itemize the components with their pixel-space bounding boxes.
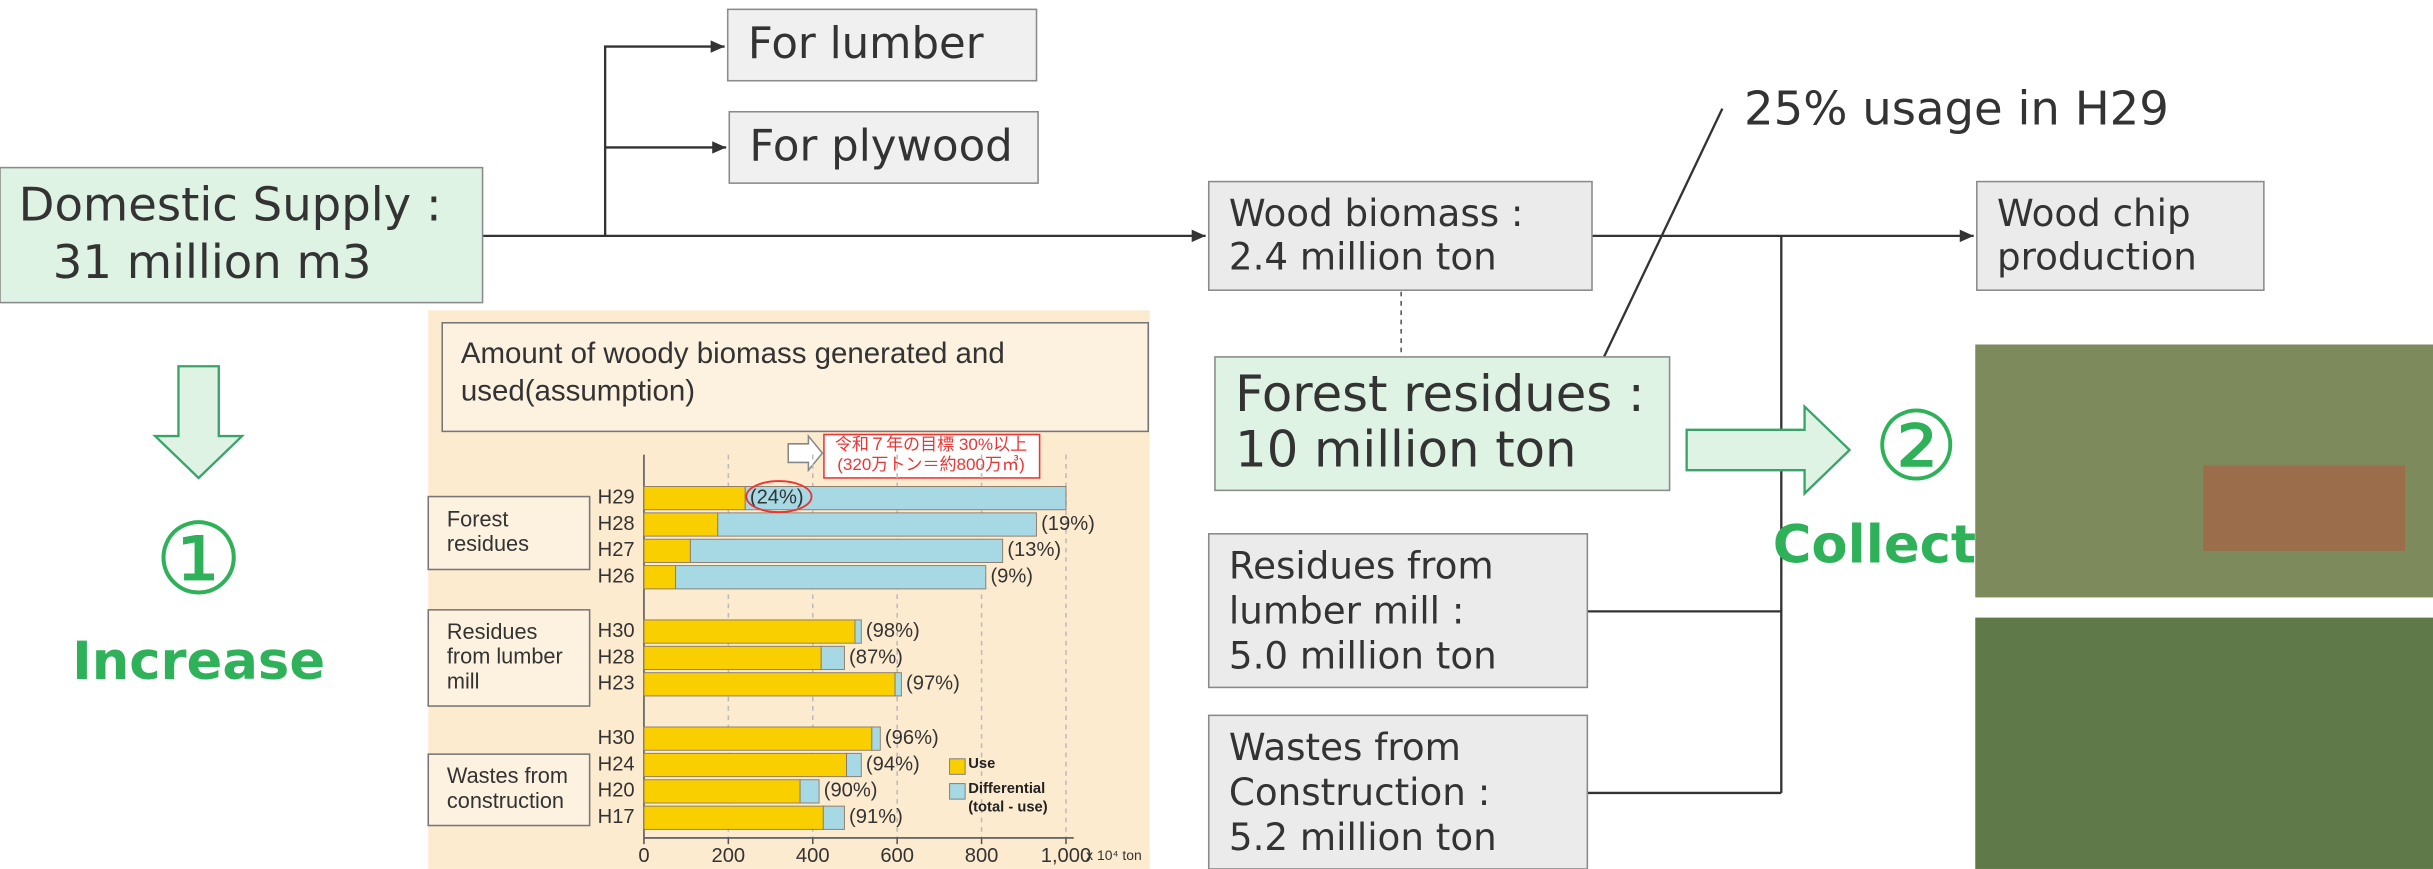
x-tick-label: 200 xyxy=(712,845,746,867)
rate-label: (98%) xyxy=(866,620,920,642)
bar-segment xyxy=(644,806,823,829)
x-tick-label: 1,000 xyxy=(1041,845,1091,867)
y-tick-label: H29 xyxy=(598,486,635,508)
y-tick-label: H28 xyxy=(598,646,635,668)
legend-label: Differential (total - use) xyxy=(968,781,1061,818)
photo xyxy=(1975,618,2433,869)
bar-segment xyxy=(644,539,690,562)
chart: Amount of woody biomass generated and us… xyxy=(428,310,1150,869)
node-label: For plywood xyxy=(749,121,1012,171)
legend-swatch xyxy=(950,784,966,800)
node-label: 10 million ton xyxy=(1235,421,1576,479)
bar-segment xyxy=(644,780,800,803)
bar-segment xyxy=(644,646,821,669)
y-tick-label: H17 xyxy=(598,806,635,828)
group-label: Forest xyxy=(447,506,509,531)
node-label: 5.2 million ton xyxy=(1229,815,1497,859)
bar-segment xyxy=(690,539,1002,562)
node-label: 31 million m3 xyxy=(53,235,372,289)
legend-swatch xyxy=(950,759,966,775)
x-unit: x 10⁴ ton xyxy=(1086,847,1142,863)
bar-segment xyxy=(718,513,1037,536)
x-tick-label: 800 xyxy=(965,845,999,867)
step-label: Collect xyxy=(1773,514,1976,575)
legend-label: Use xyxy=(968,756,1061,775)
rate-label: (94%) xyxy=(866,753,920,775)
bar-segment xyxy=(821,646,844,669)
bar-segment xyxy=(644,566,676,589)
bar-segment xyxy=(895,673,901,696)
group-label: Residues xyxy=(447,619,538,644)
rate-label: (24%) xyxy=(750,486,804,508)
group-label: residues xyxy=(447,531,529,556)
bar-segment xyxy=(872,727,880,750)
group-label: Wastes from xyxy=(447,763,568,788)
bar-segment xyxy=(823,806,844,829)
chart-title: used(assumption) xyxy=(461,374,695,407)
group-label: construction xyxy=(447,788,564,813)
y-tick-label: H30 xyxy=(598,727,635,749)
bar-segment xyxy=(644,673,895,696)
bar-segment xyxy=(644,753,847,776)
y-tick-label: H24 xyxy=(598,753,635,775)
bar-segment xyxy=(676,566,986,589)
photo-detail xyxy=(2203,466,2405,551)
y-tick-label: H27 xyxy=(598,539,635,561)
annotation: 25% usage in H29 xyxy=(1744,81,2169,135)
node-label: Wastes from xyxy=(1229,725,1461,769)
y-tick-label: H20 xyxy=(598,780,635,802)
x-tick-label: 400 xyxy=(796,845,830,867)
rate-label: (9%) xyxy=(990,566,1033,588)
node-label: production xyxy=(1997,235,2197,279)
node-label: Domestic Supply : xyxy=(19,177,442,231)
node-label: 5.0 million ton xyxy=(1229,633,1497,677)
rate-label: (97%) xyxy=(906,673,960,695)
y-tick-label: H30 xyxy=(598,620,635,642)
target-note: 令和７年の目標 30%以上 xyxy=(835,435,1027,454)
rate-label: (96%) xyxy=(885,727,939,749)
bar-segment xyxy=(644,513,718,536)
rate-label: (13%) xyxy=(1007,539,1061,561)
step-number: ① xyxy=(154,503,243,618)
diagram: For lumber For plywood Domestic Supply :… xyxy=(0,0,2433,869)
step-number: ② xyxy=(1873,390,1959,502)
y-tick-label: H28 xyxy=(598,513,635,535)
bar-segment xyxy=(847,753,862,776)
rate-label: (90%) xyxy=(824,780,878,802)
block-arrow xyxy=(1687,407,1850,494)
chart-title: Amount of woody biomass generated and xyxy=(461,337,1005,370)
node-label: Construction : xyxy=(1229,770,1490,814)
bar-segment xyxy=(644,486,745,509)
node-label: Wood biomass : xyxy=(1229,191,1524,235)
target-note: (320万トン＝約800万㎥) xyxy=(837,455,1025,474)
bar-segment xyxy=(855,620,861,643)
legend-item: Differential (total - use) xyxy=(968,781,1061,828)
rate-label: (19%) xyxy=(1041,513,1095,535)
rate-label: (91%) xyxy=(849,806,903,828)
node-label: Forest residues : xyxy=(1235,365,1645,423)
y-tick-label: H23 xyxy=(598,673,635,695)
node-label: 2.4 million ton xyxy=(1229,235,1497,279)
step-label: Increase xyxy=(72,631,325,692)
node-label: lumber mill : xyxy=(1229,588,1465,632)
group-label: mill xyxy=(447,668,480,693)
x-tick-label: 0 xyxy=(638,845,649,867)
y-tick-label: H26 xyxy=(598,566,635,588)
bar-segment xyxy=(800,780,819,803)
node-label: For lumber xyxy=(748,19,984,69)
x-tick-label: 600 xyxy=(880,845,914,867)
group-label: from lumber xyxy=(447,644,563,669)
node-label: Wood chip xyxy=(1997,191,2191,235)
rate-label: (87%) xyxy=(849,646,903,668)
bar-segment xyxy=(644,727,872,750)
node-label: Residues from xyxy=(1229,543,1494,587)
block-arrow xyxy=(155,366,242,478)
bar-segment xyxy=(644,620,855,643)
